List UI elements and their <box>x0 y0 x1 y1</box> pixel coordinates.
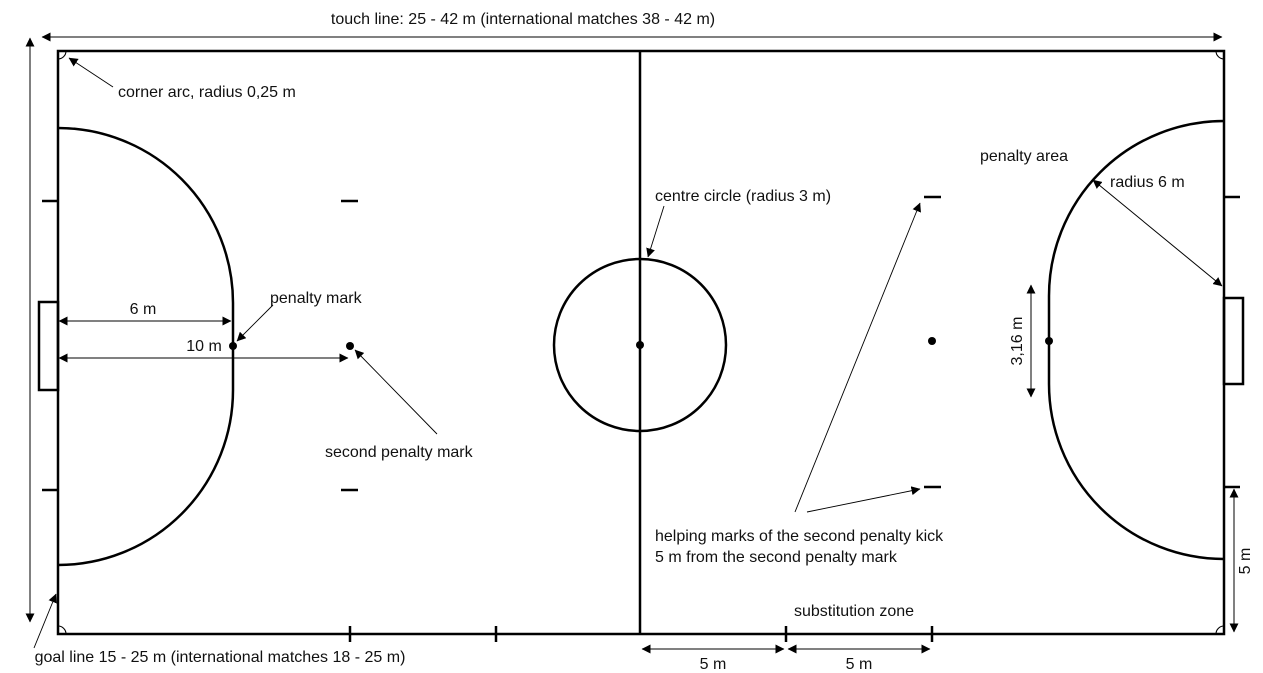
corner-arc-top-right <box>1215 50 1225 60</box>
penalty-mark-left <box>229 342 237 350</box>
substitution-zone-label: substitution zone <box>794 603 914 620</box>
touch-line-label: touch line: 25 - 42 m (international mat… <box>331 11 715 28</box>
helping-marks-label-line2: 5 m from the second penalty mark <box>655 549 898 566</box>
penalty-area-label: penalty area <box>980 148 1068 165</box>
radius-6m-dimension <box>1092 179 1223 287</box>
goal-width-label: 3,16 m <box>1009 317 1026 366</box>
penalty-mark-label: penalty mark <box>270 290 363 307</box>
goal-line-pointer <box>33 593 57 649</box>
goal-line-label: goal line 15 - 25 m (international match… <box>35 649 406 666</box>
second-penalty-mark-left <box>346 342 354 350</box>
ten-m-label: 10 m <box>186 338 222 355</box>
centre-circle <box>552 257 728 433</box>
helping-marks-label-line1: helping marks of the second penalty kick <box>655 528 944 545</box>
corner-arc-top-left <box>57 50 67 60</box>
penalty-mark-pointer <box>236 304 274 342</box>
radius-6m-label: radius 6 m <box>1110 174 1185 191</box>
corner-arc-label: corner arc, radius 0,25 m <box>118 84 296 101</box>
second-penalty-mark-right <box>928 337 936 345</box>
second-penalty-mark-label: second penalty mark <box>325 444 474 461</box>
centre-circle-pointer <box>646 205 665 258</box>
second-penalty-mark-pointer <box>354 349 438 435</box>
penalty-mark-right <box>1045 337 1053 345</box>
centre-circle-label: centre circle (radius 3 m) <box>655 188 831 205</box>
five-m-label-right: 5 m <box>846 656 873 673</box>
helping-marks-pointer-top <box>794 202 921 513</box>
corner-arc-bottom-left <box>57 625 67 635</box>
five-m-label-left: 5 m <box>700 656 727 673</box>
five-m-vertical-label: 5 m <box>1237 548 1254 575</box>
goal-right <box>1222 296 1245 386</box>
centre-mark <box>636 341 644 349</box>
six-m-label: 6 m <box>130 301 157 318</box>
corner-arc-pointer <box>68 57 114 88</box>
goal-left <box>37 300 60 392</box>
corner-arc-bottom-right <box>1215 625 1225 635</box>
helping-marks-pointer-bottom <box>806 486 921 513</box>
